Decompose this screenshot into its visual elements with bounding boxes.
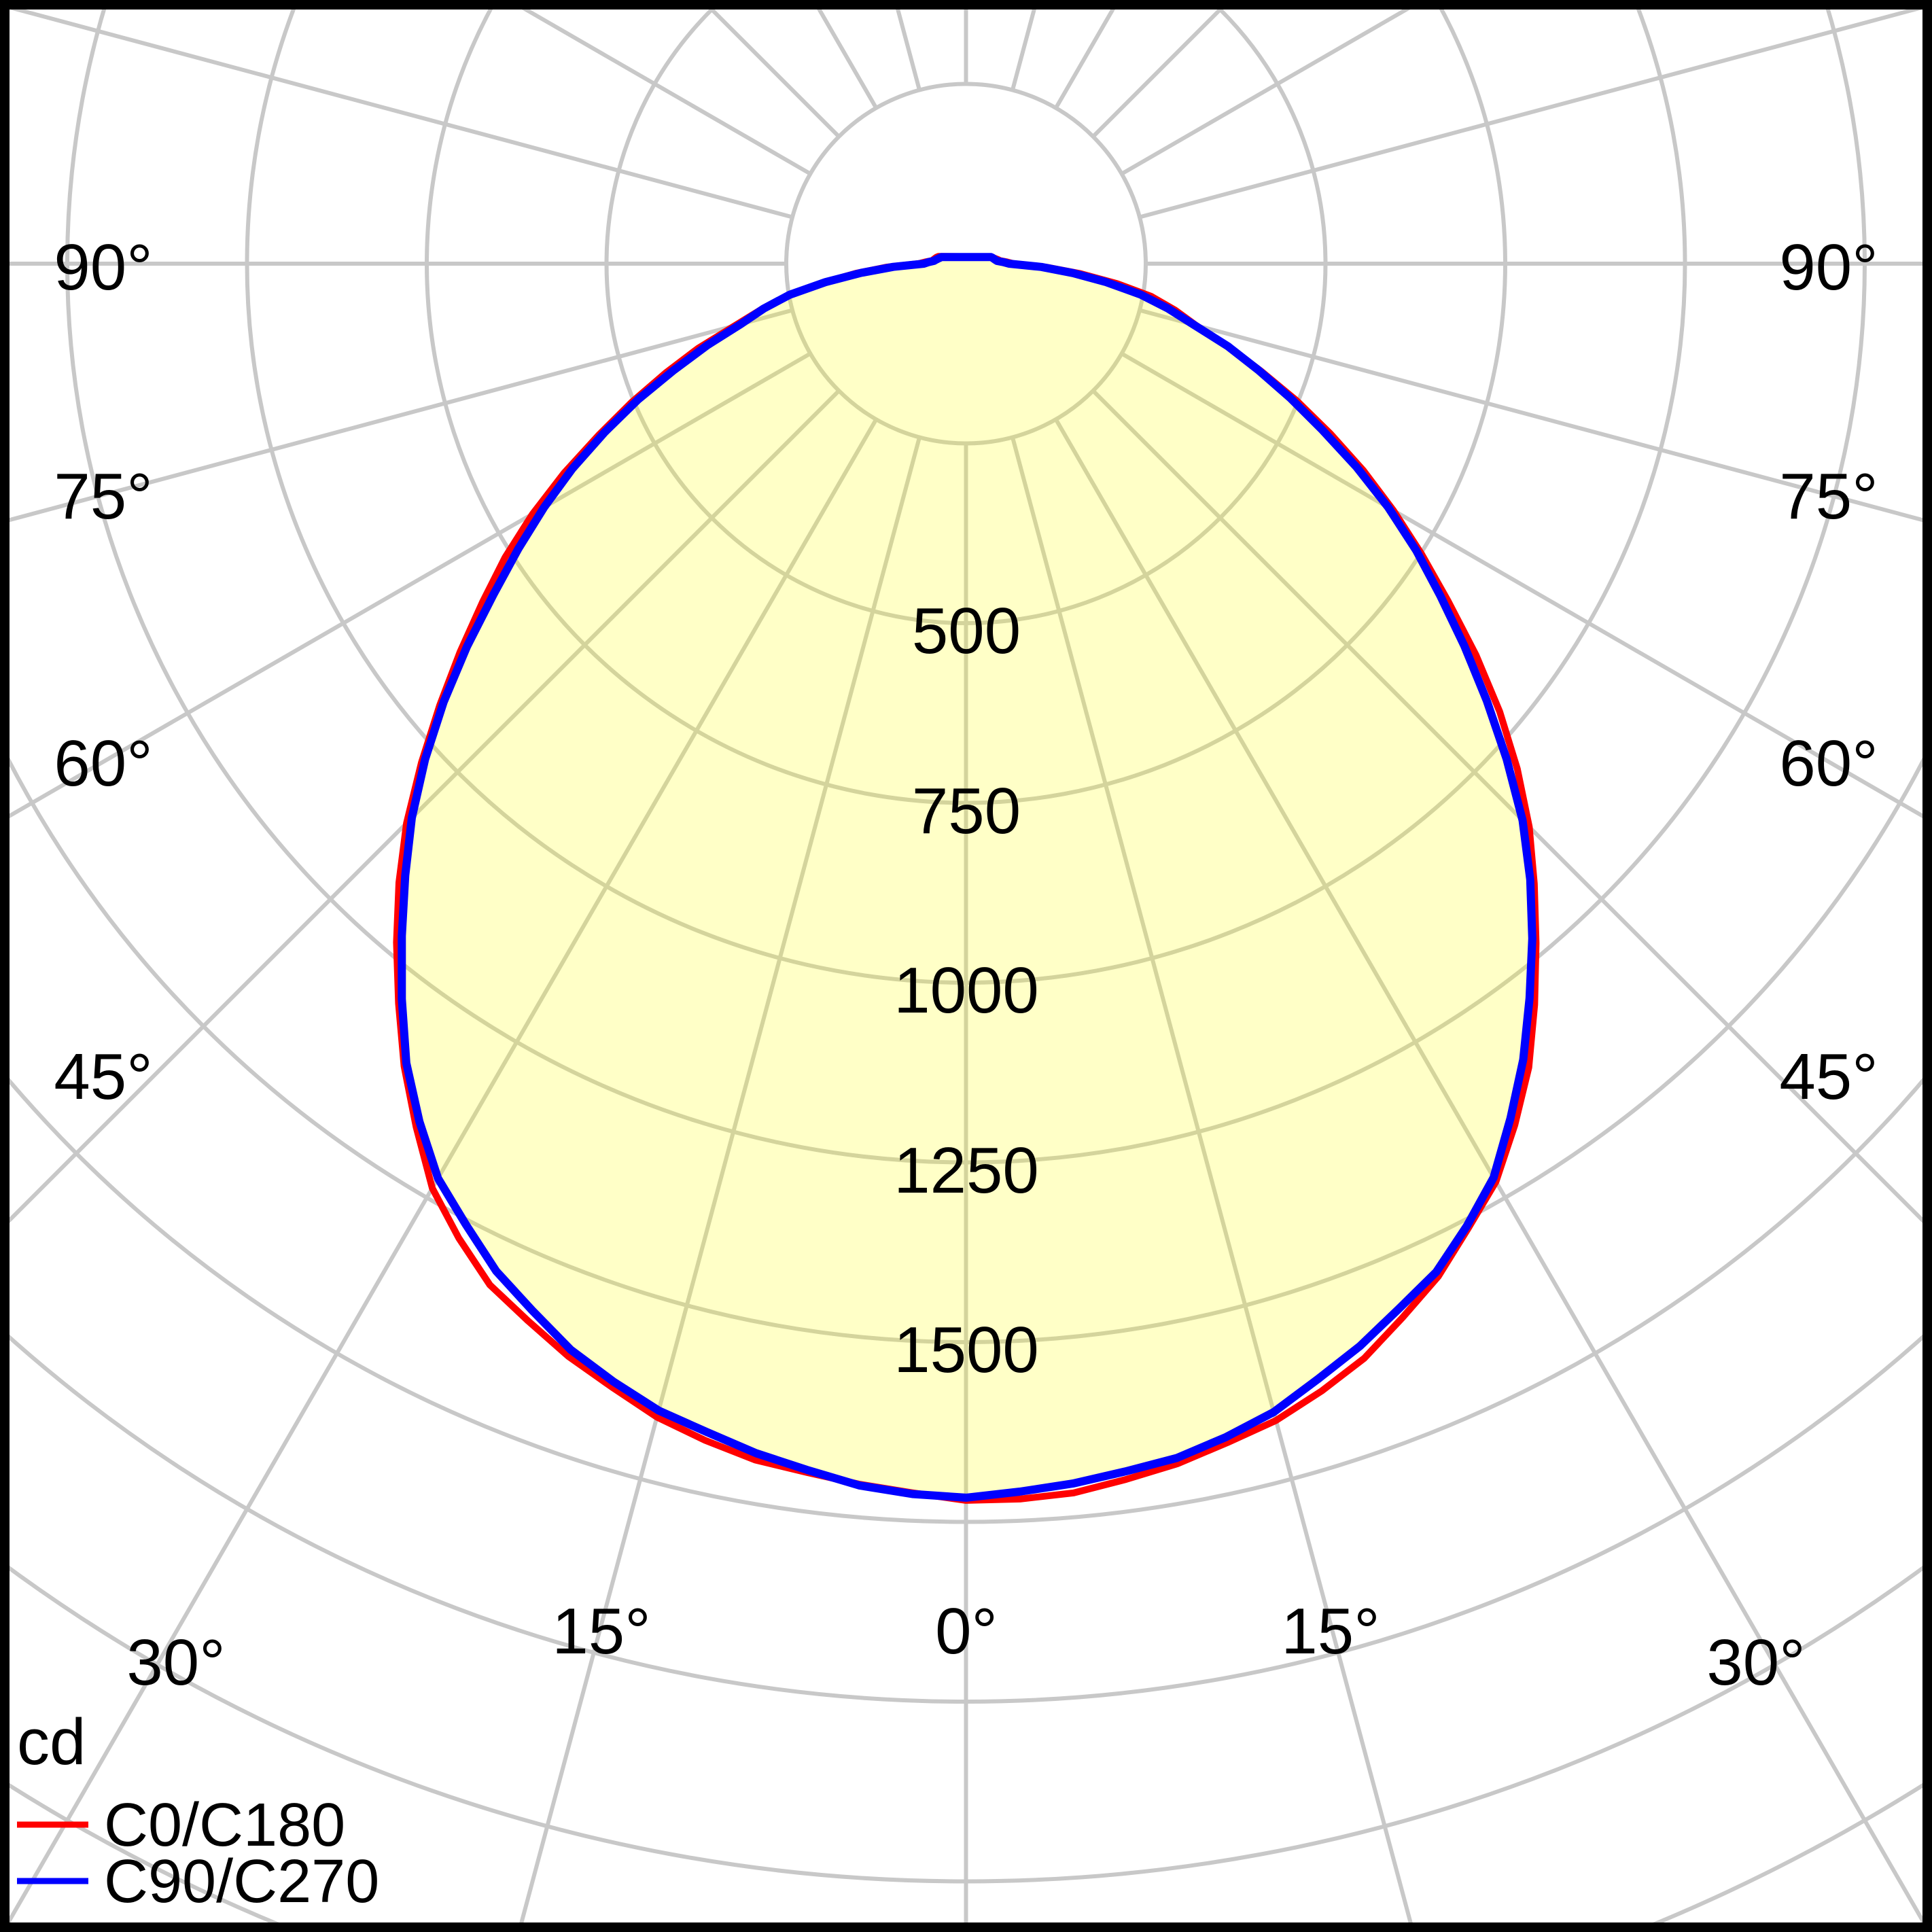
angle-tick-label-right: 60° [1779, 727, 1878, 800]
angle-grid-ray [0, 308, 793, 525]
angle-grid-ray [1054, 418, 1932, 1932]
tick-labels: 500 750 1000 1250 1500 90° 90° 75° 75° 60° 60° 45° 4… [54, 231, 1878, 1699]
angle-tick-label-bottom: 0° [935, 1595, 998, 1668]
angle-grid-ray [516, 436, 921, 1932]
legend-unit-label: cd [17, 1706, 86, 1778]
radial-tick-label: 1500 [894, 1314, 1039, 1386]
angle-grid-ray [1121, 0, 1427, 176]
angle-tick-label-right: 90° [1779, 231, 1878, 304]
intensity-fill [402, 257, 1532, 1498]
angle-tick-label-bottom: 30° [1706, 1626, 1805, 1699]
legend-label-c90-c270: C90/C270 [104, 1848, 379, 1916]
angle-grid-ray [0, 418, 878, 1932]
angle-tick-label-left: 45° [54, 1040, 152, 1113]
angle-tick-label-bottom: 30° [126, 1626, 225, 1699]
angle-tick-label-bottom: 15° [1281, 1595, 1380, 1668]
radial-tick-label: 1250 [894, 1134, 1039, 1207]
legend-label-c0-c180: C0/C180 [104, 1791, 345, 1859]
angle-tick-label-right: 45° [1779, 1040, 1878, 1113]
legend: cd C0/C180 C90/C270 [17, 1706, 379, 1916]
angle-grid-ray [811, 0, 878, 109]
angle-tick-label-right: 75° [1779, 460, 1878, 533]
angle-grid-ray [1011, 436, 1416, 1932]
radial-tick-label: 1000 [894, 954, 1039, 1027]
angle-tick-label-left: 60° [54, 727, 152, 800]
angle-tick-label-left: 90° [54, 231, 152, 304]
angle-grid-ray [1091, 389, 1932, 1233]
angle-grid-ray [1139, 2, 1932, 219]
intensity-curves [393, 253, 1540, 1504]
c90-c270-curve [398, 253, 1536, 1502]
angle-grid-ray [0, 2, 793, 219]
angle-grid-ray [505, 0, 811, 176]
angle-grid-ray [1054, 0, 1121, 109]
angle-grid-ray [0, 389, 841, 1233]
radial-tick-label: 500 [912, 595, 1021, 667]
radial-tick-label: 750 [912, 775, 1021, 847]
angle-tick-label-left: 75° [54, 460, 152, 533]
angle-grid-ray [1139, 308, 1932, 525]
angle-tick-label-bottom: 15° [552, 1595, 650, 1668]
